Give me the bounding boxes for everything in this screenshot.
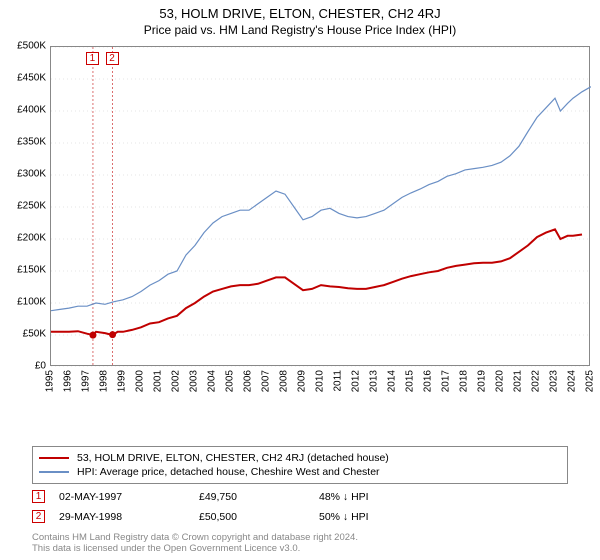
sale-row-2: 2 29-MAY-1998 £50,500 50% ↓ HPI xyxy=(32,510,568,523)
x-tick-label: 1998 xyxy=(99,370,110,392)
x-tick-label: 2000 xyxy=(135,370,146,392)
chart-title: 53, HOLM DRIVE, ELTON, CHESTER, CH2 4RJ xyxy=(0,0,600,21)
y-tick-label: £350K xyxy=(0,137,46,148)
legend-item: 53, HOLM DRIVE, ELTON, CHESTER, CH2 4RJ … xyxy=(39,451,561,465)
x-tick-label: 2022 xyxy=(531,370,542,392)
y-tick-label: £400K xyxy=(0,105,46,116)
sale-row-1: 1 02-MAY-1997 £49,750 48% ↓ HPI xyxy=(32,490,568,503)
x-tick-label: 2012 xyxy=(351,370,362,392)
x-tick-label: 2011 xyxy=(333,370,344,392)
x-tick-label: 2016 xyxy=(423,370,434,392)
chart-subtitle: Price paid vs. HM Land Registry's House … xyxy=(0,21,600,41)
sale-pct-1: 48% ↓ HPI xyxy=(319,491,369,503)
legend-label: HPI: Average price, detached house, Ches… xyxy=(77,466,380,478)
x-tick-label: 2002 xyxy=(171,370,182,392)
plot-area xyxy=(50,46,590,366)
y-tick-label: £450K xyxy=(0,73,46,84)
x-tick-label: 1995 xyxy=(45,370,56,392)
x-tick-label: 2025 xyxy=(585,370,596,392)
sale-marker-1: 1 xyxy=(32,490,45,503)
legend-label: 53, HOLM DRIVE, ELTON, CHESTER, CH2 4RJ … xyxy=(77,452,389,464)
x-tick-label: 2010 xyxy=(315,370,326,392)
x-tick-label: 2005 xyxy=(225,370,236,392)
sale-marker-2: 2 xyxy=(32,510,45,523)
x-tick-label: 2001 xyxy=(153,370,164,392)
y-tick-label: £500K xyxy=(0,41,46,52)
x-tick-label: 2014 xyxy=(387,370,398,392)
y-tick-label: £150K xyxy=(0,265,46,276)
x-tick-label: 2021 xyxy=(513,370,524,392)
x-tick-label: 2018 xyxy=(459,370,470,392)
y-tick-label: £100K xyxy=(0,297,46,308)
legend-swatch xyxy=(39,471,69,473)
legend-box: 53, HOLM DRIVE, ELTON, CHESTER, CH2 4RJ … xyxy=(32,446,568,484)
x-tick-label: 2006 xyxy=(243,370,254,392)
sale-price-1: £49,750 xyxy=(199,491,319,503)
sale-price-2: £50,500 xyxy=(199,511,319,523)
x-tick-label: 2020 xyxy=(495,370,506,392)
event-marker-2: 2 xyxy=(106,52,119,65)
x-tick-label: 2013 xyxy=(369,370,380,392)
y-tick-label: £0 xyxy=(0,361,46,372)
y-tick-label: £200K xyxy=(0,233,46,244)
x-tick-label: 2023 xyxy=(549,370,560,392)
event-marker-1: 1 xyxy=(86,52,99,65)
x-tick-label: 2009 xyxy=(297,370,308,392)
x-tick-label: 1997 xyxy=(81,370,92,392)
x-tick-label: 2003 xyxy=(189,370,200,392)
y-tick-label: £300K xyxy=(0,169,46,180)
chart-area: £0 £50K £100K £150K £200K £250K £300K £350K £400… xyxy=(0,46,600,406)
x-tick-label: 1996 xyxy=(63,370,74,392)
footer-line-1: Contains HM Land Registry data © Crown c… xyxy=(32,532,568,543)
x-tick-label: 2017 xyxy=(441,370,452,392)
x-tick-label: 2004 xyxy=(207,370,218,392)
x-tick-label: 2008 xyxy=(279,370,290,392)
footer-line-2: This data is licensed under the Open Gov… xyxy=(32,543,568,554)
plot-svg xyxy=(51,47,591,367)
footer-text: Contains HM Land Registry data © Crown c… xyxy=(32,532,568,555)
x-tick-label: 2024 xyxy=(567,370,578,392)
x-tick-label: 2015 xyxy=(405,370,416,392)
sale-date-2: 29-MAY-1998 xyxy=(59,511,199,523)
chart-container: 53, HOLM DRIVE, ELTON, CHESTER, CH2 4RJ … xyxy=(0,0,600,560)
sale-date-1: 02-MAY-1997 xyxy=(59,491,199,503)
legend-item: HPI: Average price, detached house, Ches… xyxy=(39,465,561,479)
y-tick-label: £250K xyxy=(0,201,46,212)
x-tick-label: 2019 xyxy=(477,370,488,392)
x-tick-label: 2007 xyxy=(261,370,272,392)
x-tick-label: 1999 xyxy=(117,370,128,392)
y-tick-label: £50K xyxy=(0,329,46,340)
legend-swatch xyxy=(39,457,69,459)
sale-pct-2: 50% ↓ HPI xyxy=(319,511,369,523)
